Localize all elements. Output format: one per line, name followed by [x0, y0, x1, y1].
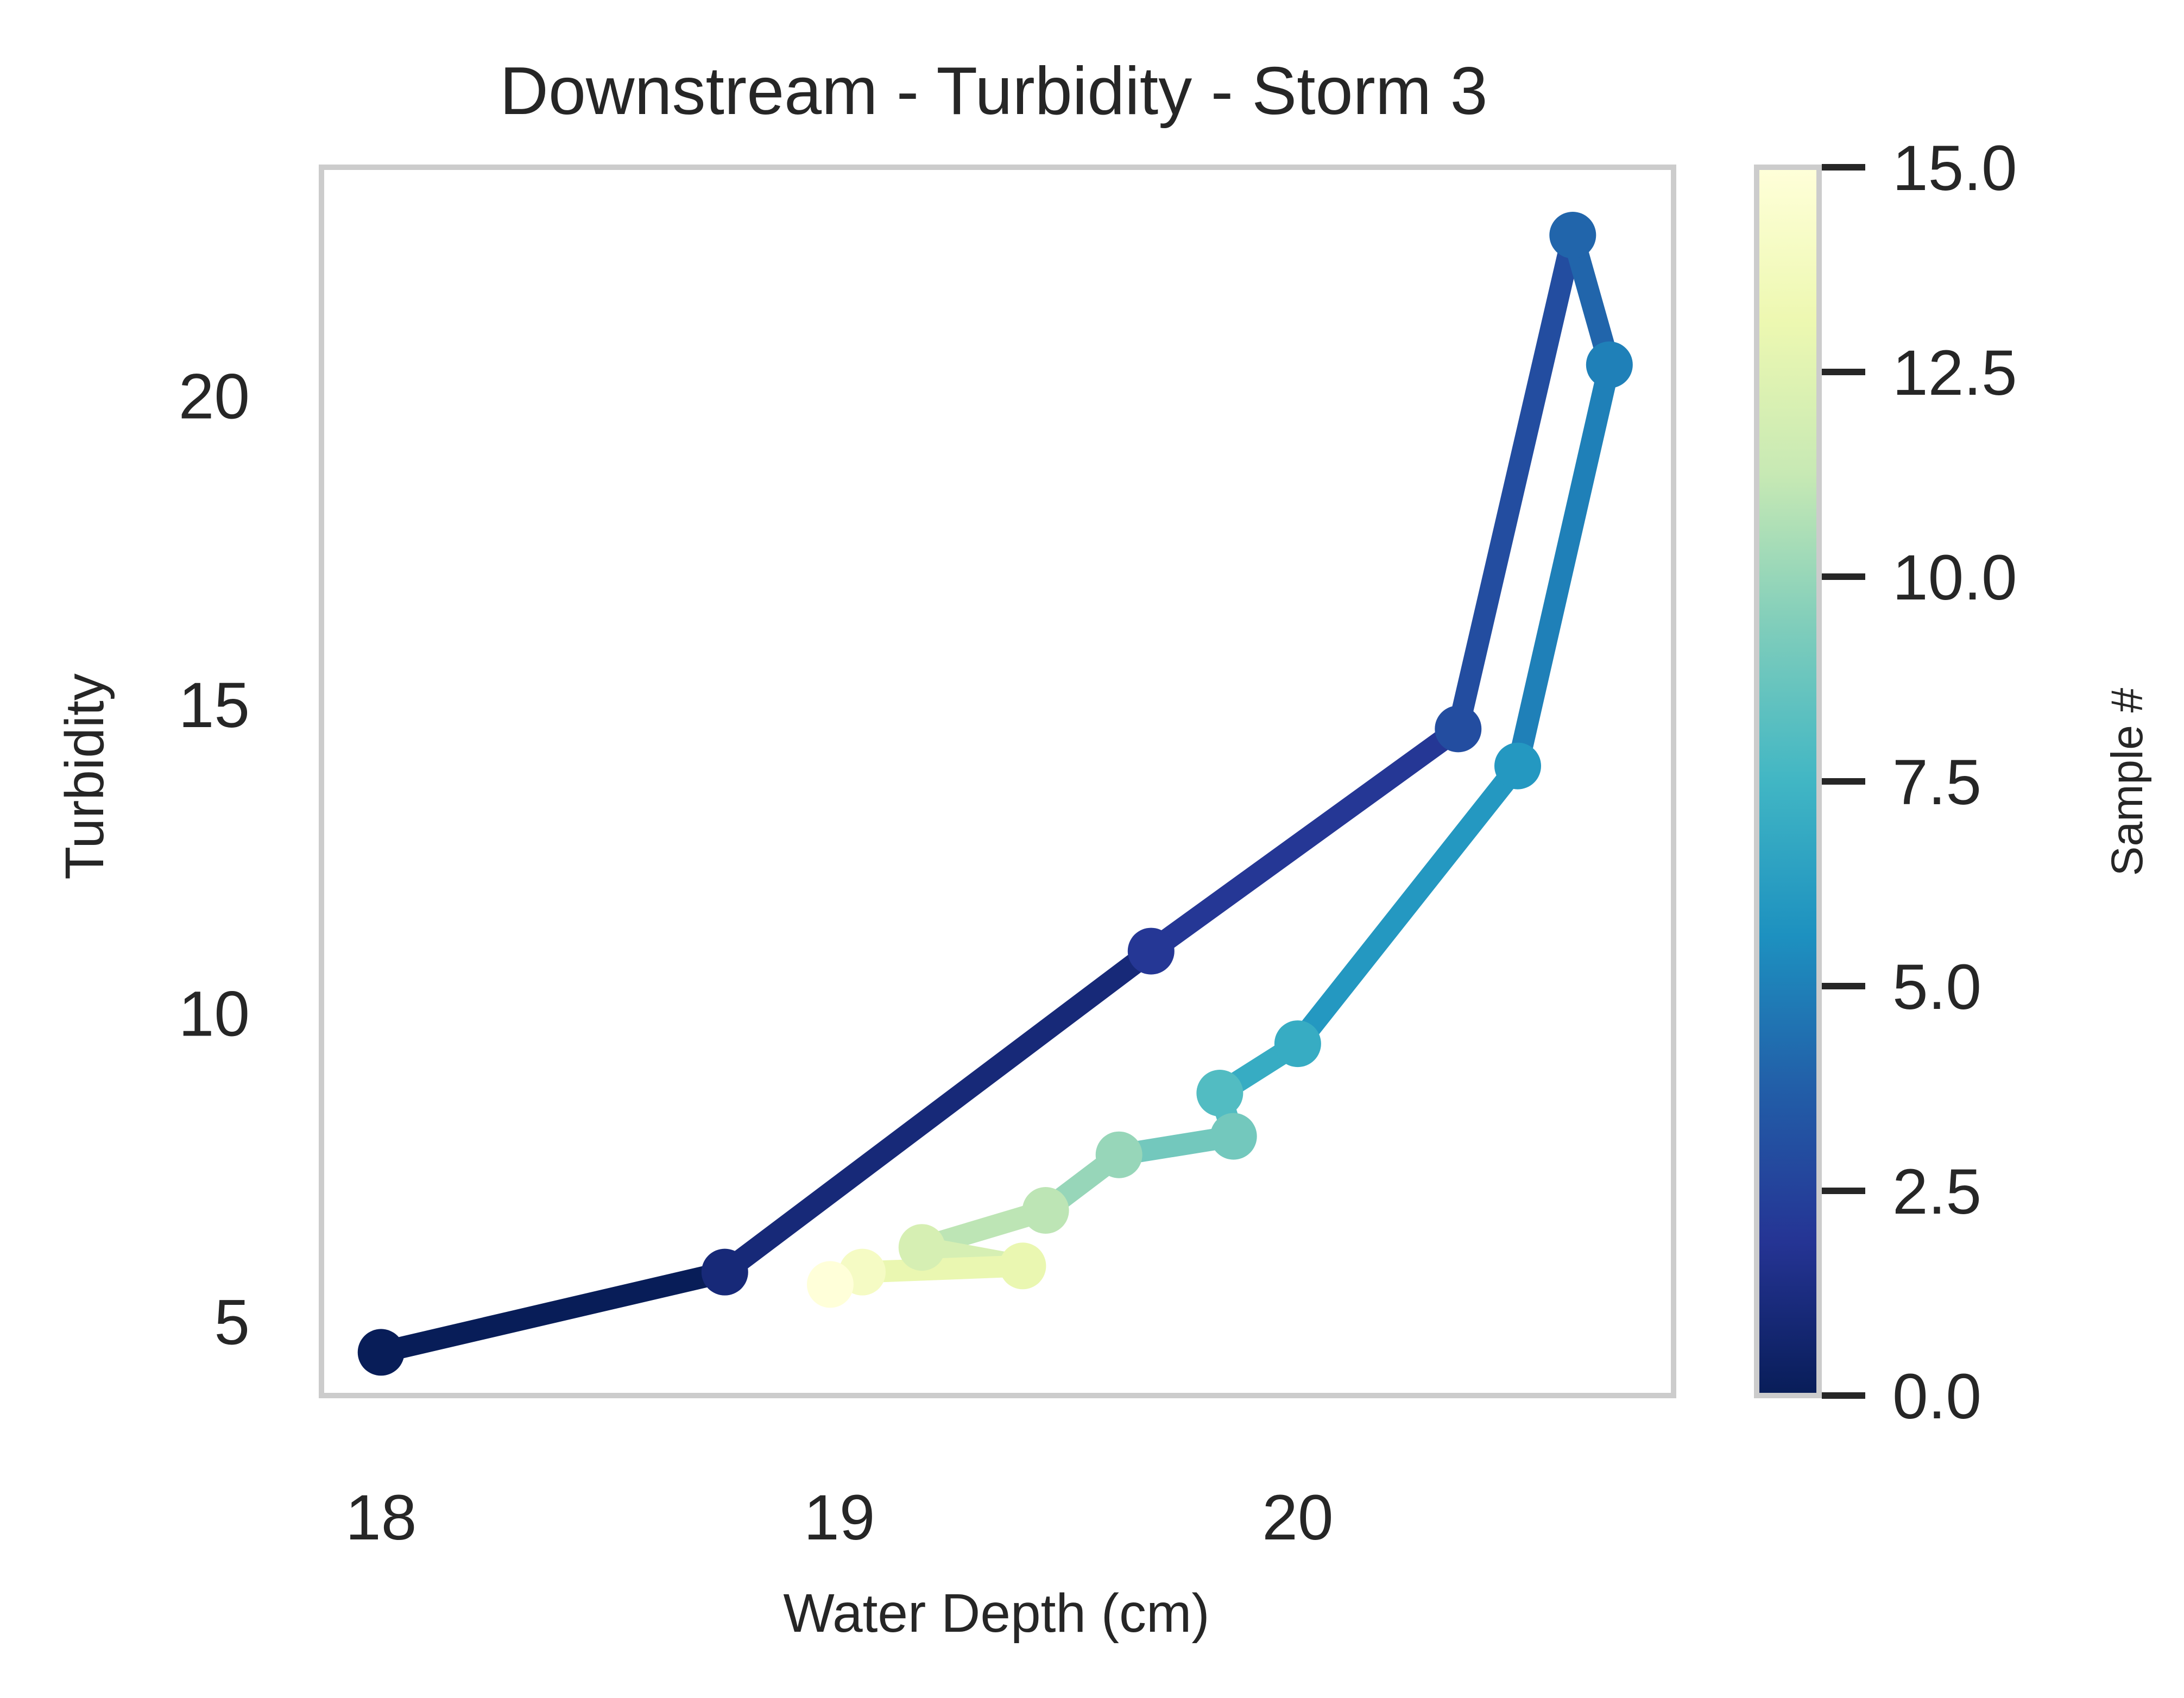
- y-axis-label: Turbidity: [54, 673, 115, 880]
- series-segment: [1289, 759, 1526, 1051]
- series-segment: [1145, 720, 1465, 960]
- colorbar-tick-label: 2.5: [1892, 1156, 1981, 1228]
- data-point: [1435, 705, 1482, 753]
- data-point: [1586, 341, 1633, 388]
- data-point: [1196, 1070, 1244, 1117]
- y-axis-ticks: 5 10 15 20: [179, 361, 250, 1359]
- data-point: [357, 1329, 405, 1376]
- colorbar-tick-label: 10.0: [1892, 542, 2017, 614]
- data-point: [1022, 1186, 1069, 1234]
- data-point: [1494, 742, 1542, 790]
- data-point: [898, 1224, 945, 1271]
- y-tick-label: 20: [179, 361, 250, 433]
- series-segment: [378, 1261, 728, 1363]
- colorbar-gradient: [1754, 165, 1822, 1398]
- y-tick-label: 5: [214, 1287, 250, 1359]
- data-point: [1210, 1113, 1257, 1160]
- data-point: [1127, 927, 1175, 975]
- series-line-group: [378, 232, 1620, 1363]
- data-point: [1095, 1131, 1143, 1178]
- x-tick-label: 18: [345, 1482, 416, 1554]
- colorbar: 0.0 2.5 5.0 7.5 10.0 12.5 15.0 Sample #: [1754, 132, 2152, 1432]
- series-segment: [718, 942, 1158, 1281]
- colorbar-tick-label: 15.0: [1892, 132, 2017, 204]
- colorbar-label: Sample #: [2103, 687, 2152, 876]
- data-point: [999, 1242, 1046, 1290]
- x-axis-ticks: 18 19 20: [345, 1482, 1333, 1554]
- series-segment: [862, 1255, 1024, 1283]
- x-tick-label: 19: [804, 1482, 875, 1554]
- series-segment: [1507, 362, 1620, 769]
- series-segment: [1447, 232, 1583, 731]
- data-point: [806, 1261, 854, 1308]
- colorbar-ticks: 0.0 2.5 5.0 7.5 10.0 12.5 15.0: [1822, 132, 2017, 1432]
- colorbar-tick-label: 0.0: [1892, 1361, 1981, 1432]
- chart-title: Downstream - Turbidity - Storm 3: [500, 54, 1487, 129]
- plot-frame: [319, 165, 1676, 1398]
- y-tick-label: 10: [179, 978, 250, 1050]
- series-point-group: [357, 212, 1633, 1376]
- colorbar-tick-label: 5.0: [1892, 951, 1981, 1023]
- data-point: [701, 1248, 748, 1296]
- data-point: [1274, 1020, 1321, 1068]
- colorbar-tick-label: 7.5: [1892, 747, 1981, 818]
- colorbar-tick-label: 12.5: [1892, 337, 2017, 409]
- x-tick-label: 20: [1262, 1482, 1333, 1554]
- data-point: [1549, 212, 1596, 259]
- x-axis-label: Water Depth (cm): [783, 1583, 1209, 1644]
- y-tick-label: 15: [179, 670, 250, 741]
